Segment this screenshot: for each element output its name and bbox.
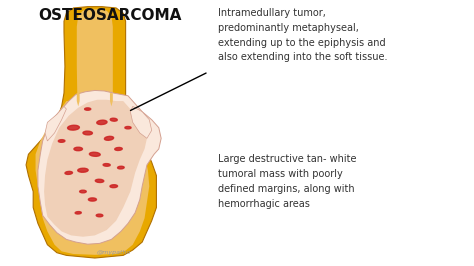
Ellipse shape: [75, 211, 81, 214]
Text: Intramedullary tumor,
predominantly metaphyseal,
extending up to the epiphysis a: Intramedullary tumor, predominantly meta…: [218, 8, 388, 63]
Ellipse shape: [74, 147, 82, 151]
Ellipse shape: [110, 185, 118, 188]
Text: @mypathо: @mypathо: [97, 250, 131, 255]
Polygon shape: [110, 93, 113, 106]
Ellipse shape: [118, 166, 124, 169]
Polygon shape: [36, 93, 149, 255]
Polygon shape: [38, 90, 161, 244]
Ellipse shape: [97, 120, 107, 124]
Ellipse shape: [125, 127, 131, 129]
Ellipse shape: [83, 131, 92, 135]
Polygon shape: [45, 106, 66, 141]
Ellipse shape: [68, 125, 79, 130]
Ellipse shape: [84, 108, 91, 110]
Ellipse shape: [115, 147, 122, 151]
Text: OSTEOSARCOMA: OSTEOSARCOMA: [38, 8, 181, 23]
Ellipse shape: [88, 198, 97, 201]
Polygon shape: [77, 93, 80, 106]
Ellipse shape: [65, 171, 73, 174]
Ellipse shape: [103, 164, 110, 166]
Text: Large destructive tan- white
tumoral mass with poorly
defined margins, along wit: Large destructive tan- white tumoral mas…: [218, 154, 356, 209]
Ellipse shape: [110, 118, 117, 121]
Ellipse shape: [90, 152, 100, 156]
Polygon shape: [77, 9, 113, 101]
Polygon shape: [130, 106, 152, 138]
Ellipse shape: [104, 136, 114, 140]
Ellipse shape: [96, 214, 103, 217]
Ellipse shape: [78, 168, 88, 172]
Polygon shape: [26, 7, 156, 258]
Ellipse shape: [80, 190, 86, 193]
Ellipse shape: [58, 140, 65, 142]
Polygon shape: [44, 100, 147, 237]
Ellipse shape: [95, 179, 104, 182]
